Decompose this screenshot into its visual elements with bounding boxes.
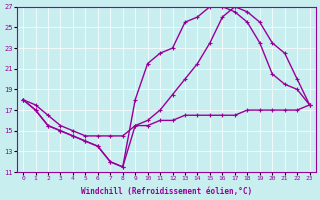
X-axis label: Windchill (Refroidissement éolien,°C): Windchill (Refroidissement éolien,°C) — [81, 187, 252, 196]
